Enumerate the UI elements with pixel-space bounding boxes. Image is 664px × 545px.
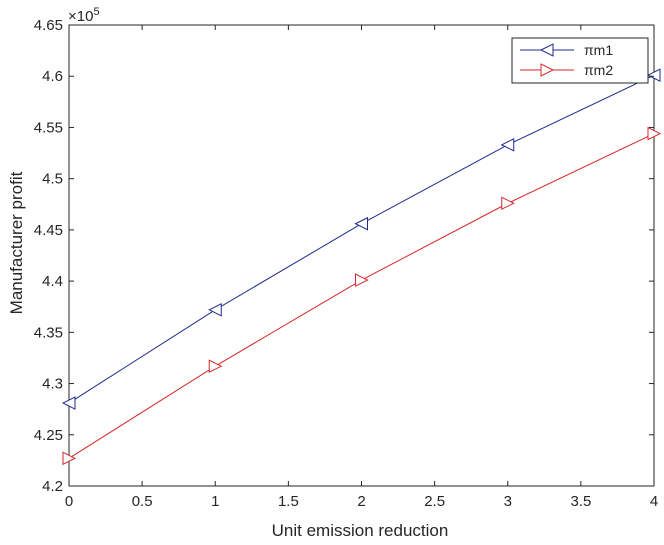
x-tick-label: 1 — [211, 493, 219, 510]
legend-entry-2: πm2 — [520, 62, 613, 78]
data-point-marker — [501, 196, 515, 211]
x-axis-title: Unit emission reduction — [272, 521, 449, 540]
data-point-marker — [355, 273, 369, 287]
data-point-marker — [62, 451, 77, 466]
data-point-marker — [208, 302, 222, 317]
y-tick-label: 4.45 — [34, 222, 63, 239]
data-point-marker — [354, 216, 368, 231]
x-tick-label: 2.5 — [424, 493, 445, 510]
y-tick-label: 4.3 — [42, 376, 63, 393]
series-1 — [61, 68, 661, 410]
legend-label: πm1 — [584, 42, 613, 58]
y-tick-label: 4.6 — [42, 68, 63, 85]
y-exponent-label: ×105 — [68, 6, 100, 25]
series-group — [61, 68, 662, 466]
data-point-marker — [647, 126, 662, 141]
legend-marker — [539, 43, 554, 57]
y-tick-label: 4.5 — [42, 171, 63, 188]
x-tick-label: 0.5 — [132, 493, 153, 510]
data-point-marker — [500, 138, 515, 152]
legend-label: πm2 — [584, 62, 613, 78]
y-tick-label: 4.2 — [42, 478, 63, 495]
y-tick-label: 4.35 — [34, 324, 63, 341]
y-axis-title: Manufacturer profit — [7, 171, 26, 314]
y-tick-label: 4.55 — [34, 119, 63, 136]
data-point-marker — [208, 359, 223, 373]
x-tick-label: 4 — [650, 493, 658, 510]
y-tick-label: 4.25 — [34, 427, 63, 444]
x-tick-label: 3 — [504, 493, 512, 510]
data-point-marker — [61, 396, 76, 410]
data-point-marker — [646, 68, 661, 83]
series-2 — [62, 126, 662, 466]
x-tick-label: 2 — [357, 493, 365, 510]
tick-group: 0 0.5 1 1.5 2 2.5 3 3.5 4 4.2 4.25 4.3 4.35 4.4 4.45 4.… — [34, 17, 658, 510]
x-tick-label: 3.5 — [570, 493, 591, 510]
legend-entry-1: πm1 — [520, 42, 613, 58]
legend-marker — [540, 63, 555, 77]
y-tick-label: 4.4 — [42, 273, 63, 290]
x-tick-label: 0 — [65, 493, 73, 510]
x-tick-label: 1.5 — [278, 493, 299, 510]
y-tick-label: 4.65 — [34, 17, 63, 34]
legend-box — [511, 37, 649, 84]
